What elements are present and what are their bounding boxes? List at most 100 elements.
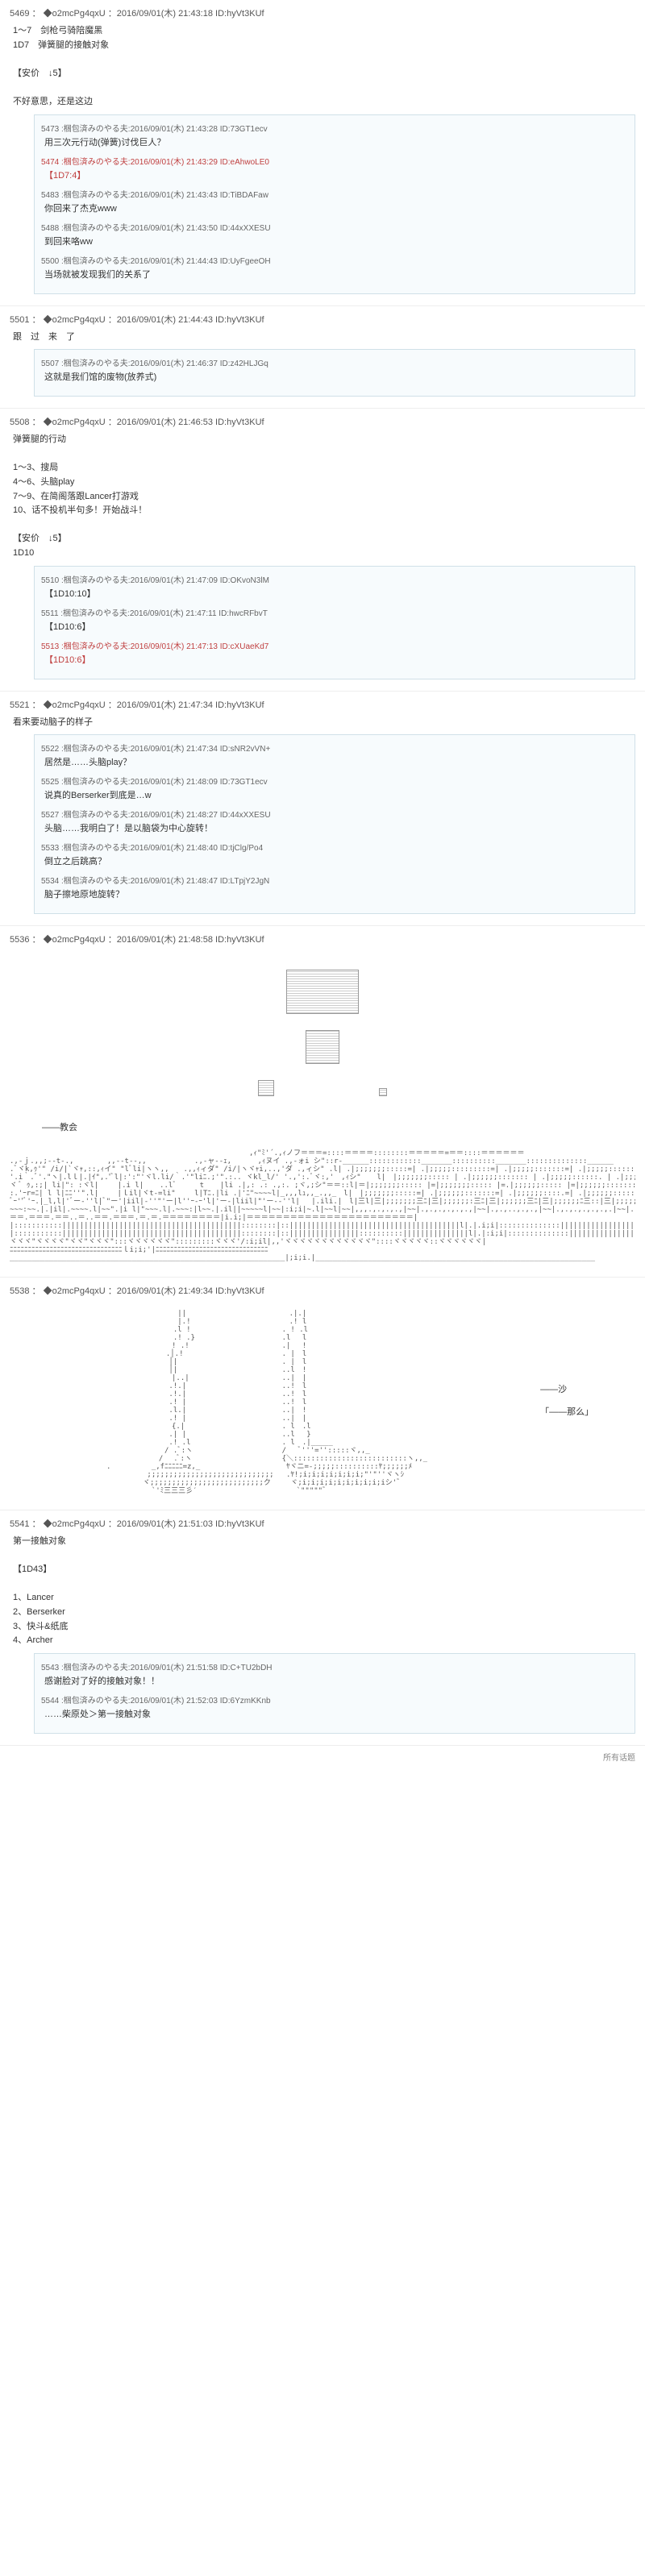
post-uid: ID:hyVt3KUf: [215, 315, 264, 325]
reply-body: 说真的Berserker到底是…w: [44, 788, 628, 801]
ascii-art-boxes: [10, 970, 635, 1096]
reply-body: 这就是我们馆的废物(放养式): [44, 370, 628, 383]
reply: 5534 :梱包済みのやる夫:2016/09/01(木) 21:48:47 ID…: [41, 874, 628, 900]
ascii-art-character: .|.| .! l . ! .l .l l .| ! . | l . | l .…: [282, 1302, 428, 1503]
reply: 5522 :梱包済みのやる夫:2016/09/01(木) 21:47:34 ID…: [41, 742, 628, 768]
reply-box: 5510 :梱包済みのやる夫:2016/09/01(木) 21:47:09 ID…: [34, 566, 635, 679]
aa-box-shape: [306, 1030, 339, 1064]
post-trip: ◆o2mcPg4qxU: [44, 418, 106, 427]
reply-body: 头脑……我明白了！是以脑袋为中心旋转！: [44, 821, 628, 834]
post: 5536 ： ◆o2mcPg4qxU ：2016/09/01(木) 21:48:…: [0, 926, 645, 1278]
post-number: 5521: [10, 700, 29, 710]
post-date: 2016/09/01(木) 21:46:53: [117, 418, 213, 427]
post-number: 5538: [10, 1286, 29, 1296]
reply-header: 5488 :梱包済みのやる夫:2016/09/01(木) 21:43:50 ID…: [41, 221, 628, 233]
reply-header: 5525 :梱包済みのやる夫:2016/09/01(木) 21:48:09 ID…: [41, 775, 628, 787]
reply: 5483 :梱包済みのやる夫:2016/09/01(木) 21:43:43 ID…: [41, 188, 628, 214]
reply-header: 5500 :梱包済みのやる夫:2016/09/01(木) 21:44:43 ID…: [41, 254, 628, 266]
reply: 5510 :梱包済みのやる夫:2016/09/01(木) 21:47:09 ID…: [41, 573, 628, 600]
reply-body: 居然是……头脑play？: [44, 755, 628, 768]
post-header: 5501 ： ◆o2mcPg4qxU ：2016/09/01(木) 21:44:…: [10, 313, 635, 326]
post-uid: ID:hyVt3KUf: [215, 1286, 264, 1296]
reply: 5525 :梱包済みのやる夫:2016/09/01(木) 21:48:09 ID…: [41, 775, 628, 801]
reply-header: 5533 :梱包済みのやる夫:2016/09/01(木) 21:48:40 ID…: [41, 841, 628, 853]
aa-box-shape: [286, 970, 359, 1014]
aa-right-label: ――沙 「――那么」: [540, 1382, 593, 1503]
ascii-art-church: ,ｨ"ﾐ'´.,ｨノフ＝＝＝=::::＝＝＝＝::::::::＝＝＝＝＝=＝＝:…: [10, 1141, 635, 1270]
reply-header: 5513 :梱包済みのやる夫:2016/09/01(木) 21:47:13 ID…: [41, 639, 628, 651]
post-trip: ◆o2mcPg4qxU: [44, 935, 106, 945]
reply-box: 5507 :梱包済みのやる夫:2016/09/01(木) 21:46:37 ID…: [34, 349, 635, 397]
reply-body: 【1D7:4】: [44, 168, 628, 181]
post-body: 弹簧腿的行动 1～3、搜局 4～6、头脑play 7～9、在简阁落跟Lancer…: [13, 433, 635, 560]
reply-body: 倒立之后跳高？: [44, 854, 628, 867]
post-date: 2016/09/01(木) 21:48:58: [117, 935, 213, 945]
reply-body: 【1D10:10】: [44, 587, 628, 600]
aa-box-shape: [258, 1080, 274, 1096]
reply-header: 5507 :梱包済みのやる夫:2016/09/01(木) 21:46:37 ID…: [41, 356, 628, 368]
reply-body: 【1D10:6】: [44, 653, 628, 666]
reply-header: 5474 :梱包済みのやる夫:2016/09/01(木) 21:43:29 ID…: [41, 155, 628, 167]
ascii-art-character: || |.! .l ! .! .} ! .! .│.! │| │| |..| .…: [106, 1302, 274, 1503]
reply: 5527 :梱包済みのやる夫:2016/09/01(木) 21:48:27 ID…: [41, 808, 628, 834]
reply-header: 5510 :梱包済みのやる夫:2016/09/01(木) 21:47:09 ID…: [41, 573, 628, 585]
post-date: 2016/09/01(木) 21:43:18: [117, 9, 213, 19]
reply-body: ……柴原处＞第一接触对象: [44, 1707, 628, 1720]
reply-body: 当场就被发现我们的关系了: [44, 268, 628, 280]
reply-box: 5543 :梱包済みのやる夫:2016/09/01(木) 21:51:58 ID…: [34, 1653, 635, 1734]
post-number: 5469: [10, 9, 29, 19]
reply: 5533 :梱包済みのやる夫:2016/09/01(木) 21:48:40 ID…: [41, 841, 628, 867]
reply-box: 5522 :梱包済みのやる夫:2016/09/01(木) 21:47:34 ID…: [34, 734, 635, 914]
reply: 5473 :梱包済みのやる夫:2016/09/01(木) 21:43:28 ID…: [41, 122, 628, 148]
post-header: 5541 ： ◆o2mcPg4qxU ：2016/09/01(木) 21:51:…: [10, 1517, 635, 1530]
reply-header: 5527 :梱包済みのやる夫:2016/09/01(木) 21:48:27 ID…: [41, 808, 628, 820]
post-header: 5508 ： ◆o2mcPg4qxU ：2016/09/01(木) 21:46:…: [10, 415, 635, 428]
aa-box-shape: [379, 1088, 387, 1096]
reply-body: 用三次元行动(弹簧)讨伐巨人？: [44, 135, 628, 148]
post-body: 1～7 剑枪弓骑陪魔黑 1D7 弹簧腿的接触对象 【安价 ↓5】 不好意思，还是…: [13, 24, 635, 110]
reply: 5544 :梱包済みのやる夫:2016/09/01(木) 21:52:03 ID…: [41, 1693, 628, 1720]
reply-body: 感谢脸对了好的接触对象！！: [44, 1674, 628, 1687]
post-header: 5521 ： ◆o2mcPg4qxU ：2016/09/01(木) 21:47:…: [10, 698, 635, 711]
reply-body: 脑子擦地原地旋转？: [44, 887, 628, 900]
post-header: 5469 ： ◆o2mcPg4qxU ：2016/09/01(木) 21:43:…: [10, 6, 635, 19]
reply-body: 到回来咯ww: [44, 235, 628, 247]
reply-header: 5483 :梱包済みのやる夫:2016/09/01(木) 21:43:43 ID…: [41, 188, 628, 200]
post-trip: ◆o2mcPg4qxU: [44, 315, 106, 325]
post-header: 5536 ： ◆o2mcPg4qxU ：2016/09/01(木) 21:48:…: [10, 933, 635, 945]
post-trip: ◆o2mcPg4qxU: [44, 1519, 106, 1529]
post-trip: ◆o2mcPg4qxU: [44, 1286, 106, 1296]
post-header: 5538 ： ◆o2mcPg4qxU ：2016/09/01(木) 21:49:…: [10, 1284, 635, 1297]
post-number: 5536: [10, 935, 29, 945]
reply-header: 5543 :梱包済みのやる夫:2016/09/01(木) 21:51:58 ID…: [41, 1660, 628, 1672]
post-trip: ◆o2mcPg4qxU: [44, 9, 106, 19]
reply: 5511 :梱包済みのやる夫:2016/09/01(木) 21:47:11 ID…: [41, 606, 628, 633]
footer-link[interactable]: 所有话题: [0, 1746, 645, 1768]
reply-body: 你回来了杰克www: [44, 202, 628, 214]
post-body: 看来要动脑子的样子: [13, 716, 635, 730]
post-date: 2016/09/01(木) 21:44:43: [117, 315, 213, 325]
post-body: 第一接触对象 【1D43】 1、Lancer 2、Berserker 3、快斗&…: [13, 1535, 635, 1648]
reply-header: 5511 :梱包済みのやる夫:2016/09/01(木) 21:47:11 ID…: [41, 606, 628, 618]
reply-box: 5473 :梱包済みのやる夫:2016/09/01(木) 21:43:28 ID…: [34, 114, 635, 294]
post: 5501 ： ◆o2mcPg4qxU ：2016/09/01(木) 21:44:…: [0, 306, 645, 409]
post-date: 2016/09/01(木) 21:49:34: [117, 1286, 213, 1296]
reply: 5488 :梱包済みのやる夫:2016/09/01(木) 21:43:50 ID…: [41, 221, 628, 247]
reply: 5507 :梱包済みのやる夫:2016/09/01(木) 21:46:37 ID…: [41, 356, 628, 383]
post: 5508 ： ◆o2mcPg4qxU ：2016/09/01(木) 21:46:…: [0, 409, 645, 691]
post-number: 5508: [10, 418, 29, 427]
post-uid: ID:hyVt3KUf: [215, 418, 264, 427]
reply-header: 5522 :梱包済みのやる夫:2016/09/01(木) 21:47:34 ID…: [41, 742, 628, 754]
reply: 5500 :梱包済みのやる夫:2016/09/01(木) 21:44:43 ID…: [41, 254, 628, 280]
post-number: 5501: [10, 315, 29, 325]
reply: 5513 :梱包済みのやる夫:2016/09/01(木) 21:47:13 ID…: [41, 639, 628, 666]
reply-header: 5473 :梱包済みのやる夫:2016/09/01(木) 21:43:28 ID…: [41, 122, 628, 134]
reply: 5543 :梱包済みのやる夫:2016/09/01(木) 21:51:58 ID…: [41, 1660, 628, 1687]
post-uid: ID:hyVt3KUf: [215, 700, 264, 710]
reply: 5474 :梱包済みのやる夫:2016/09/01(木) 21:43:29 ID…: [41, 155, 628, 181]
post-uid: ID:hyVt3KUf: [215, 935, 264, 945]
post-uid: ID:hyVt3KUf: [215, 9, 264, 19]
post-date: 2016/09/01(木) 21:47:34: [117, 700, 213, 710]
post-date: 2016/09/01(木) 21:51:03: [117, 1519, 213, 1529]
reply-body: 【1D10:6】: [44, 620, 628, 633]
